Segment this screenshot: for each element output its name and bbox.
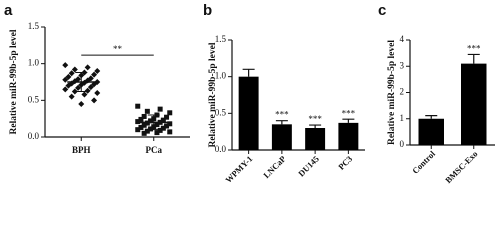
y-axis-title: Relative miR-99b-5p level — [9, 29, 19, 134]
panel-letter: c — [378, 2, 386, 19]
panel-letter: a — [4, 2, 13, 19]
data-point — [141, 113, 147, 119]
data-point — [84, 87, 91, 94]
data-point — [81, 91, 88, 98]
data-point — [167, 110, 173, 116]
bar — [338, 122, 359, 150]
data-point — [160, 125, 166, 131]
y-tick-label: 0.0 — [215, 144, 227, 154]
y-tick-label: 0.5 — [215, 107, 227, 117]
x-tick-label: DU145 — [296, 154, 321, 179]
data-point — [157, 127, 163, 133]
data-point — [148, 118, 154, 124]
data-point — [91, 71, 98, 78]
data-point — [135, 127, 141, 133]
data-point — [65, 73, 72, 80]
data-point — [71, 66, 78, 73]
x-tick-label: PC3 — [336, 154, 354, 172]
data-point — [144, 128, 150, 134]
y-tick-label: 1.5 — [215, 34, 227, 44]
data-point — [135, 119, 141, 125]
error-bar — [425, 115, 438, 119]
x-tick-label: Control — [410, 148, 437, 175]
data-point — [160, 117, 166, 123]
bar — [238, 76, 259, 150]
data-point — [154, 122, 160, 128]
y-tick-label: 4 — [400, 34, 405, 44]
data-point — [164, 123, 170, 129]
y-tick-label: 3 — [400, 60, 405, 70]
y-tick-label: 1.0 — [215, 71, 227, 81]
data-point — [154, 130, 160, 136]
data-point — [62, 86, 69, 93]
significance-label: *** — [467, 44, 481, 54]
significance-label: *** — [342, 108, 356, 118]
data-point — [84, 64, 91, 71]
data-point — [135, 103, 141, 109]
data-point — [138, 116, 144, 122]
data-point — [71, 88, 78, 95]
y-tick-label: 2 — [400, 87, 405, 97]
y-axis-title: Relative miR-99b-5p level — [208, 42, 218, 147]
y-tick-label: 0.5 — [28, 94, 40, 104]
x-tick-label: BMSC-Exo — [443, 149, 479, 185]
data-point — [68, 93, 75, 100]
y-tick-label: 1 — [400, 113, 405, 123]
significance-label: ** — [113, 44, 123, 54]
data-point — [87, 84, 94, 91]
error-bar — [467, 53, 480, 64]
data-point — [138, 124, 144, 130]
bar — [418, 118, 444, 145]
data-point — [141, 122, 147, 128]
data-point — [62, 62, 69, 69]
data-point — [94, 90, 101, 96]
bar — [461, 63, 487, 145]
bar — [271, 124, 292, 150]
data-point — [91, 97, 98, 104]
x-tick-label: LNCaP — [261, 154, 287, 180]
data-point — [78, 101, 85, 107]
significance-label: *** — [275, 110, 289, 120]
panel-letter: b — [203, 2, 212, 19]
x-tick-label: BPH — [72, 145, 91, 155]
data-point — [167, 129, 173, 135]
data-point — [65, 82, 72, 89]
y-tick-label: 0 — [400, 139, 405, 149]
data-point — [141, 130, 147, 136]
data-point — [94, 68, 101, 74]
significance-label: *** — [308, 114, 322, 124]
error-bar — [275, 120, 288, 125]
page: a Relative miR-99b-5p level 0.0 0.5 1.0 1.5 BP… — [4, 1, 495, 185]
error-bar — [75, 71, 88, 93]
data-point — [62, 76, 69, 83]
error-bar — [147, 114, 160, 131]
data-point — [148, 126, 154, 132]
bar — [305, 128, 326, 150]
y-tick-label: 1.5 — [28, 21, 40, 31]
error-bar — [309, 124, 322, 128]
data-point — [144, 108, 150, 114]
data-point — [68, 70, 75, 77]
y-tick-label: 0.0 — [28, 131, 40, 141]
x-tick-label: PCa — [146, 145, 163, 155]
y-axis-title: Relative miR-99b-5p level — [387, 40, 397, 145]
data-point — [164, 114, 170, 120]
x-tick-label: WPMY-1 — [223, 154, 254, 185]
y-tick-label: 1.0 — [28, 58, 40, 68]
error-bar — [342, 118, 355, 123]
data-point — [75, 84, 82, 91]
data-point — [157, 106, 163, 112]
data-point — [167, 121, 173, 127]
error-bar — [242, 68, 255, 77]
